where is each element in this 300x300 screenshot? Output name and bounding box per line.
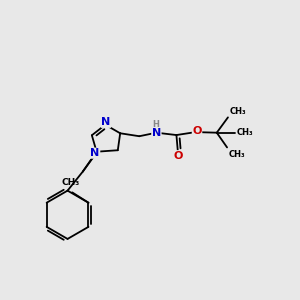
Text: CH₃: CH₃ [230,107,246,116]
Text: CH₃: CH₃ [62,178,80,187]
Text: N: N [101,117,111,128]
Text: H: H [152,120,159,129]
Text: N: N [152,128,161,138]
Text: CH₃: CH₃ [236,128,253,137]
Text: O: O [173,151,183,161]
Text: N: N [91,148,100,158]
Text: O: O [192,126,202,136]
Text: CH₃: CH₃ [229,150,245,159]
